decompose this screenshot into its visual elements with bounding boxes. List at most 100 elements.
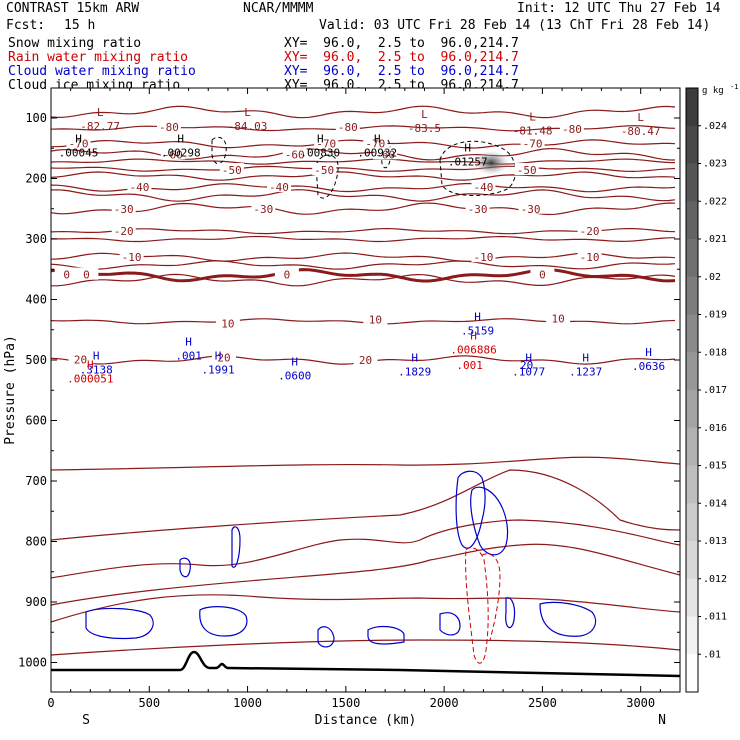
contour-label: -70 [365, 137, 385, 150]
contour-label-bg [219, 163, 244, 176]
endpoint-left: S [82, 713, 90, 728]
contour-label: .001 [456, 359, 483, 372]
y-tick-label: 400 [25, 293, 47, 307]
contour-label: -50 [222, 164, 242, 177]
extremum-marker: H [185, 335, 192, 348]
terrain-line [51, 650, 681, 678]
contour-label-bg [530, 267, 555, 280]
endpoint-right: N [658, 713, 666, 728]
colorbar-swatch [686, 201, 698, 240]
extremum-marker: L [97, 106, 104, 119]
contour-label-bg [471, 250, 496, 263]
contour-label: 0 [63, 269, 70, 282]
contour-label: 0 [539, 269, 546, 282]
colorbar-label: .012 [703, 574, 727, 585]
cloud-water-outline [85, 607, 154, 640]
extremum-value: .000051 [67, 372, 113, 385]
contour-label: -70 [523, 137, 543, 150]
contour-label: -50 [517, 164, 537, 177]
colorbar-swatch [686, 541, 698, 580]
contour-label-bg [465, 201, 490, 214]
colorbar-label: .013 [703, 536, 727, 547]
contour-label-bg [211, 350, 236, 363]
contour-label-bg [54, 267, 79, 280]
colorbar-swatch [686, 125, 698, 164]
contour-label: -30 [253, 203, 273, 216]
extremum-value: .0636 [632, 360, 665, 373]
extremum-marker: H [474, 311, 481, 324]
extremum-marker: H [645, 346, 652, 359]
colorbar-label: .024 [703, 121, 727, 132]
colorbar-swatch [686, 616, 698, 655]
extremum-value: .001 [175, 349, 202, 362]
colorbar-swatch [686, 88, 698, 127]
extremum-value: -80.47 [621, 125, 661, 138]
cloud-water-outline [439, 612, 461, 636]
colorbar-label: .018 [703, 347, 727, 358]
x-tick-label: 3000 [626, 696, 655, 710]
extremum-marker: H [215, 349, 222, 362]
contour-label: -20 [114, 225, 134, 238]
contour-label: -40 [269, 181, 289, 194]
snow-max-shading [473, 150, 510, 175]
contour-label-bg [274, 267, 299, 280]
temperature-contour-line [50, 543, 681, 606]
contour-label-bg [156, 120, 181, 133]
cloud-water-outline [231, 526, 241, 568]
extremum-marker: L [244, 106, 251, 119]
y-tick-label: 200 [25, 172, 47, 186]
colorbar-label: .01 [703, 649, 721, 660]
extremum-marker: H [374, 133, 381, 146]
colorbar-label: .011 [703, 612, 727, 623]
rain-water-outline [465, 547, 489, 664]
contour-label: 20 [359, 354, 372, 367]
contour-label: -80 [338, 121, 358, 134]
extremum-value: .00830 [300, 147, 340, 160]
contour-label-bg [363, 312, 388, 325]
forecast-label: Fcst: [6, 18, 46, 33]
x-tick-label: 500 [138, 696, 160, 710]
contour-label-bg [471, 179, 496, 192]
colorbar-swatch [686, 163, 698, 202]
contour-label-bg [215, 316, 240, 329]
cloud-water-outline [470, 486, 509, 556]
contour-label: -40 [130, 181, 150, 194]
cloud-water-outline [455, 470, 486, 549]
temperature-contour-line [50, 189, 676, 202]
extremum-marker: H [411, 352, 418, 365]
colorbar-label: .014 [703, 498, 727, 509]
cloud-water-outline [505, 597, 516, 629]
extremum-value: .1237 [569, 366, 602, 379]
temperature-contour-line [50, 227, 676, 235]
y-tick-label: 100 [25, 111, 47, 125]
contour-label-bg [353, 353, 378, 365]
extremum-marker: L [637, 111, 644, 124]
contour-label: -70 [316, 137, 336, 150]
extremum-value: -84.03 [228, 120, 268, 133]
contour-label: -60 [375, 148, 395, 161]
extremum-value: -82.77 [80, 120, 120, 133]
contour-label: -10 [580, 251, 600, 264]
extremum-value: .1077 [512, 366, 545, 379]
colorbar-label: .023 [703, 159, 727, 170]
temperature-contour-line [50, 260, 676, 270]
colorbar-unit: g kg [702, 86, 724, 96]
temperature-contour-line [50, 182, 676, 193]
colorbar-label: .02 [703, 272, 721, 283]
y-axis-label: Pressure (hPa) [3, 335, 18, 445]
legend-cloudwater-xy: XY= 96.0, 2.5 to 96.0,214.7 [284, 64, 519, 79]
extremum-marker: H [470, 329, 477, 342]
extremum-value: .00932 [357, 147, 397, 160]
contour-label-bg [518, 201, 543, 214]
contour-label-bg [546, 311, 571, 324]
cloud-water-outline [367, 625, 405, 645]
colorbar-swatch [686, 314, 698, 353]
cloud-water-outline [199, 606, 248, 637]
contour-label: 0 [83, 269, 90, 282]
contour-label: -10 [122, 251, 142, 264]
contour-label-bg [251, 201, 276, 214]
colorbar-label: .021 [703, 234, 727, 245]
temperature-contour-line [50, 158, 676, 165]
y-tick-label: 700 [25, 474, 47, 488]
